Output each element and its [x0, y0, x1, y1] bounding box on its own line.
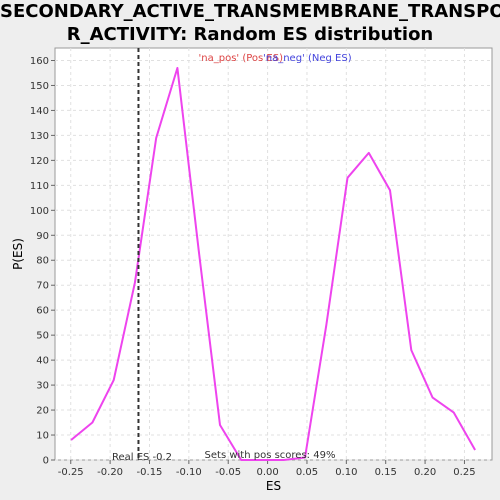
y-tick-label: 0 [43, 456, 49, 467]
y-tick-label: 120 [30, 156, 49, 167]
y-tick-label: 130 [30, 131, 49, 142]
pos-scores-annotation: Sets with pos scores: 49% [205, 450, 336, 461]
y-tick-label: 160 [30, 56, 49, 67]
y-tick-label: 70 [36, 281, 49, 292]
legend-entry-na-neg: 'na_neg' (Neg ES) [263, 53, 352, 64]
x-tick-label: 0.25 [453, 467, 475, 478]
x-tick-label: -0.10 [176, 467, 202, 478]
x-tick-label: 0.10 [335, 467, 357, 478]
x-tick-label: 0.00 [256, 467, 278, 478]
x-axis: -0.25 -0.20 -0.15 -0.10 -0.05 0.00 0.05 0.10 0.1… [58, 460, 476, 478]
chart-title: SECONDARY_ACTIVE_TRANSMEMBRANE_TRANSPORT… [0, 0, 500, 46]
y-axis-label: P(ES) [11, 238, 25, 270]
y-tick-label: 60 [36, 306, 49, 317]
y-tick-label: 10 [36, 431, 49, 442]
y-tick-label: 30 [36, 381, 49, 392]
x-tick-label: -0.25 [58, 467, 84, 478]
y-tick-label: 150 [30, 81, 49, 92]
x-tick-label: 0.05 [296, 467, 318, 478]
x-axis-label: ES [266, 479, 281, 493]
y-tick-label: 40 [36, 356, 49, 367]
y-tick-label: 50 [36, 331, 49, 342]
x-tick-label: 0.20 [414, 467, 436, 478]
y-tick-label: 140 [30, 106, 49, 117]
x-tick-label: -0.05 [215, 467, 241, 478]
y-tick-label: 20 [36, 406, 49, 417]
y-tick-label: 100 [30, 206, 49, 217]
real-es-label: Real ES -0.2 [112, 452, 172, 463]
plot-area [54, 47, 493, 461]
x-tick-label: 0.15 [375, 467, 397, 478]
x-tick-label: -0.15 [137, 467, 163, 478]
legend-entry-na-pos: 'na_pos' (Pos ES) [199, 53, 284, 64]
grid-lines [55, 48, 492, 461]
chart-title-line-2: R_ACTIVITY: Random ES distribution [66, 24, 434, 45]
y-tick-label: 90 [36, 231, 49, 242]
y-tick-label: 80 [36, 256, 49, 267]
y-tick-label: 110 [30, 181, 49, 192]
x-tick-label: -0.20 [97, 467, 123, 478]
y-axis: 0 10 20 30 40 50 60 70 80 90 100 110 120 130 140 150 160 [30, 56, 55, 467]
chart-title-line-1: SECONDARY_ACTIVE_TRANSMEMBRANE_TRANSPORT… [0, 1, 500, 22]
